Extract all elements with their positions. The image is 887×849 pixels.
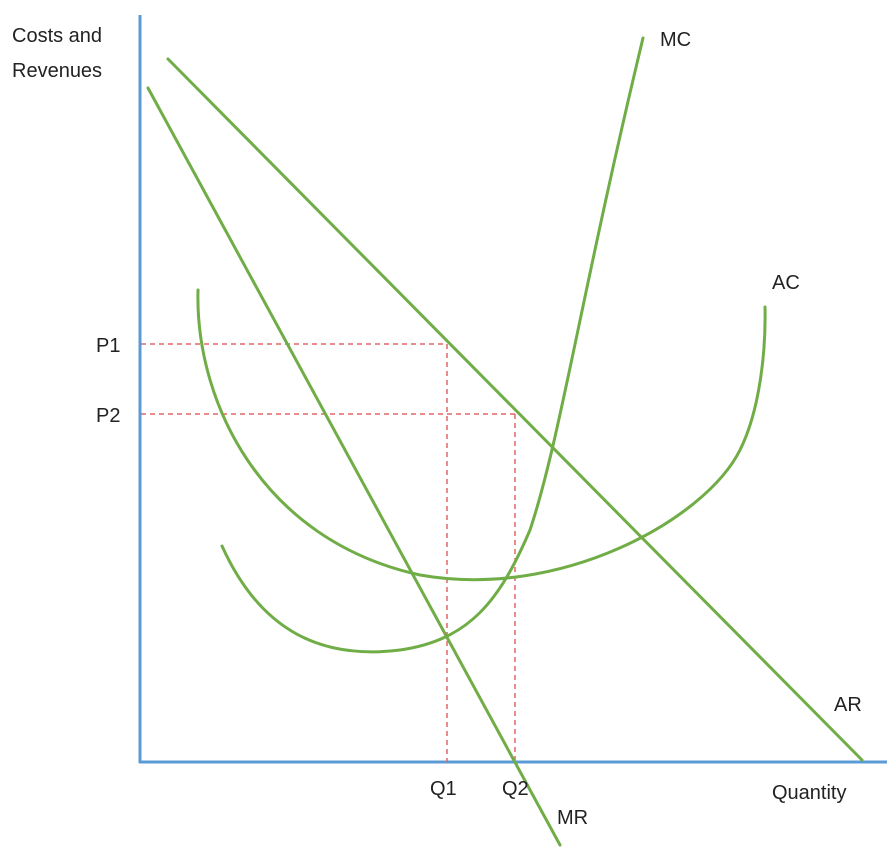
ar-curve [166, 57, 864, 762]
p2-label: P2 [96, 405, 120, 427]
guide-lines [141, 343, 516, 762]
y-axis-label-line1: Costs and [12, 25, 102, 47]
ac-curve [196, 288, 767, 582]
x-axis-label: Quantity [772, 782, 846, 804]
mr-curve [146, 86, 562, 847]
y-axis-label-line2: Revenues [12, 60, 102, 82]
ac-label: AC [772, 272, 800, 294]
curves [146, 36, 864, 847]
mc-label: MC [660, 29, 691, 51]
q1-label: Q1 [430, 778, 457, 800]
q2-label: Q2 [502, 778, 529, 800]
mr-label: MR [557, 807, 588, 829]
mc-curve [220, 36, 645, 654]
ar-label: AR [834, 694, 862, 716]
p1-label: P1 [96, 335, 120, 357]
